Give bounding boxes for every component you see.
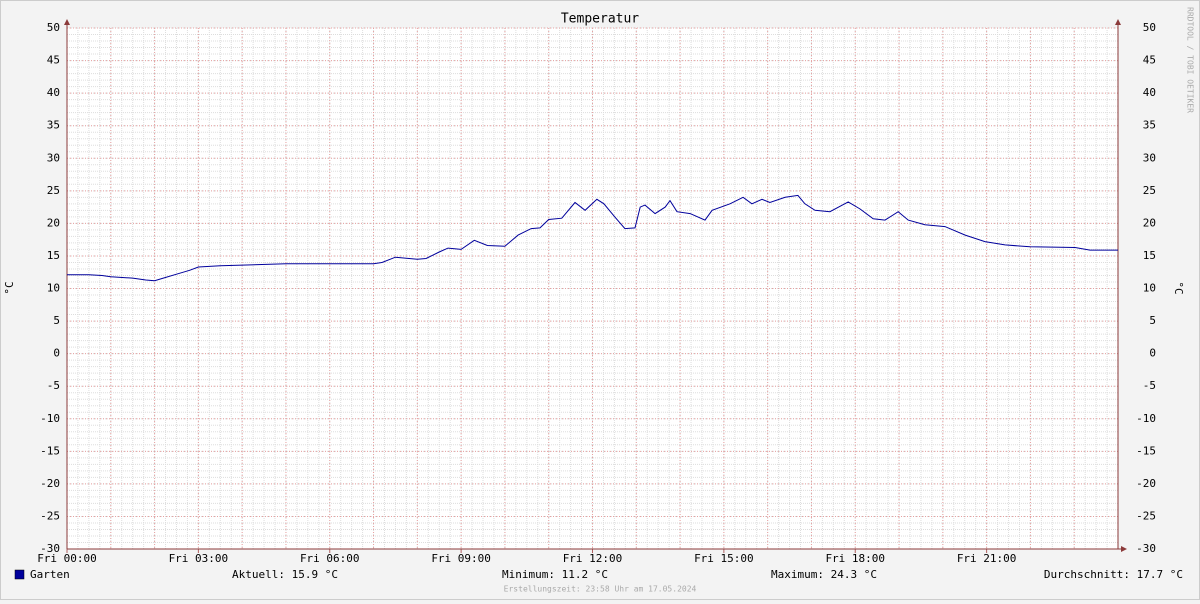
y-tick-label: -30 xyxy=(40,542,60,555)
y2-tick-label: 30 xyxy=(1143,151,1156,164)
y2-tick-label: -20 xyxy=(1136,477,1156,490)
y-tick-label: 50 xyxy=(47,21,60,34)
y-tick-label: -20 xyxy=(40,477,60,490)
y2-tick-label: 45 xyxy=(1143,54,1156,67)
x-tick-label: Fri 12:00 xyxy=(563,552,623,565)
y-tick-label: 0 xyxy=(53,347,60,360)
y-tick-label: 10 xyxy=(47,282,60,295)
y2-axis-label: °C xyxy=(1172,281,1185,294)
y-tick-label: -25 xyxy=(40,509,60,522)
y-tick-label: 35 xyxy=(47,119,60,132)
y2-tick-label: -10 xyxy=(1136,412,1156,425)
y2-tick-label: 15 xyxy=(1143,249,1156,262)
y-tick-label: 45 xyxy=(47,54,60,67)
y-axis-label: °C xyxy=(3,281,16,294)
footer: Erstellungszeit: 23:58 Uhr am 17.05.2024 xyxy=(504,585,697,594)
stat-current: Aktuell: 15.9 °C xyxy=(232,568,338,581)
axis-arrow xyxy=(1115,19,1121,25)
y-tick-label: 30 xyxy=(47,151,60,164)
x-tick-label: Fri 21:00 xyxy=(957,552,1017,565)
chart-title: Temperatur xyxy=(561,12,639,27)
y2-tick-label: -5 xyxy=(1143,379,1156,392)
y2-tick-label: -30 xyxy=(1136,542,1156,555)
y-tick-label: -5 xyxy=(47,379,60,392)
y2-tick-label: 40 xyxy=(1143,86,1156,99)
legend-swatch xyxy=(14,569,25,580)
y2-tick-label: 50 xyxy=(1143,21,1156,34)
y2-tick-label: -25 xyxy=(1136,509,1156,522)
x-tick-label: Fri 09:00 xyxy=(431,552,491,565)
y2-tick-label: -15 xyxy=(1136,444,1156,457)
stat-maximum: Maximum: 24.3 °C xyxy=(771,568,877,581)
x-tick-label: Fri 06:00 xyxy=(300,552,360,565)
y-tick-label: 25 xyxy=(47,184,60,197)
x-tick-label: Fri 03:00 xyxy=(169,552,229,565)
axis-arrow xyxy=(1121,546,1127,552)
x-tick-label: Fri 15:00 xyxy=(694,552,754,565)
stat-average: Durchschnitt: 17.7 °C xyxy=(1044,568,1183,581)
y-tick-label: -10 xyxy=(40,412,60,425)
y-tick-label: 5 xyxy=(53,314,60,327)
x-tick-label: Fri 00:00 xyxy=(37,552,97,565)
y2-tick-label: 25 xyxy=(1143,184,1156,197)
axis-arrow xyxy=(64,19,70,25)
y-tick-label: 15 xyxy=(47,249,60,262)
y-tick-label: 40 xyxy=(47,86,60,99)
y2-tick-label: 0 xyxy=(1149,347,1156,360)
stat-minimum: Minimum: 11.2 °C xyxy=(502,568,608,581)
y2-tick-label: 5 xyxy=(1149,314,1156,327)
series-line xyxy=(67,194,1118,282)
watermark: RRDTOOL / TOBI OETIKER xyxy=(1186,7,1195,113)
y-tick-label: -15 xyxy=(40,444,60,457)
legend-label: Garten xyxy=(30,568,70,581)
y2-tick-label: 35 xyxy=(1143,119,1156,132)
y2-tick-label: 10 xyxy=(1143,282,1156,295)
y-tick-label: 20 xyxy=(47,216,60,229)
x-tick-label: Fri 18:00 xyxy=(825,552,885,565)
y2-tick-label: 20 xyxy=(1143,216,1156,229)
